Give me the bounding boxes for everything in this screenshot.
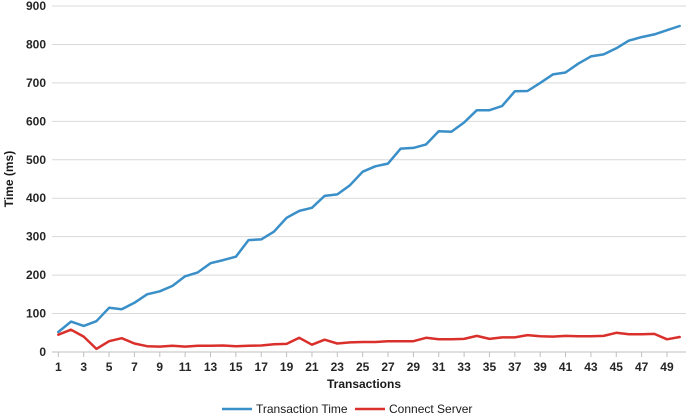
x-tick-label: 37 [508, 360, 522, 374]
series-lines [58, 26, 679, 349]
x-tick-label: 33 [457, 360, 471, 374]
x-tick-label: 27 [381, 360, 395, 374]
x-tick-label: 17 [255, 360, 269, 374]
x-tick-label: 35 [483, 360, 497, 374]
x-tick-label: 5 [106, 360, 113, 374]
x-tick-label: 41 [559, 360, 573, 374]
x-tick-label: 13 [204, 360, 218, 374]
y-axis-title: Time (ms) [2, 151, 16, 207]
legend-label-connect-server: Connect Server [389, 402, 472, 416]
x-tick-label: 49 [660, 360, 674, 374]
x-tick-label: 19 [280, 360, 294, 374]
x-tick-label: 9 [156, 360, 163, 374]
y-tick-label: 100 [26, 307, 46, 321]
y-tick-label: 400 [26, 191, 46, 205]
legend: Transaction Time Connect Server [222, 402, 472, 416]
y-tick-label: 900 [26, 0, 46, 13]
x-tick-label: 7 [131, 360, 138, 374]
x-tick-label: 15 [229, 360, 243, 374]
axes [52, 352, 686, 357]
y-tick-label: 700 [26, 76, 46, 90]
x-tick-label: 43 [584, 360, 598, 374]
x-axis-title: Transactions [327, 377, 401, 391]
tick-labels: 0100200300400500600700800900135791113151… [26, 0, 674, 374]
x-tick-label: 21 [305, 360, 319, 374]
y-tick-label: 500 [26, 153, 46, 167]
x-tick-label: 11 [179, 360, 192, 374]
y-tick-label: 0 [39, 345, 46, 359]
legend-label-transaction-time: Transaction Time [256, 402, 348, 416]
x-tick-label: 29 [407, 360, 421, 374]
series-line-transaction-time [58, 26, 679, 332]
x-tick-label: 45 [610, 360, 624, 374]
y-tick-label: 200 [26, 268, 46, 282]
series-line-connect-server [58, 330, 679, 349]
x-tick-label: 25 [356, 360, 370, 374]
x-tick-label: 47 [635, 360, 649, 374]
x-tick-label: 31 [432, 360, 446, 374]
y-tick-label: 800 [26, 37, 46, 51]
y-tick-label: 300 [26, 230, 46, 244]
y-tick-label: 600 [26, 114, 46, 128]
x-tick-label: 39 [534, 360, 548, 374]
grid-lines [52, 6, 686, 314]
x-tick-label: 23 [331, 360, 345, 374]
x-tick-label: 1 [55, 360, 62, 374]
x-tick-label: 3 [80, 360, 87, 374]
